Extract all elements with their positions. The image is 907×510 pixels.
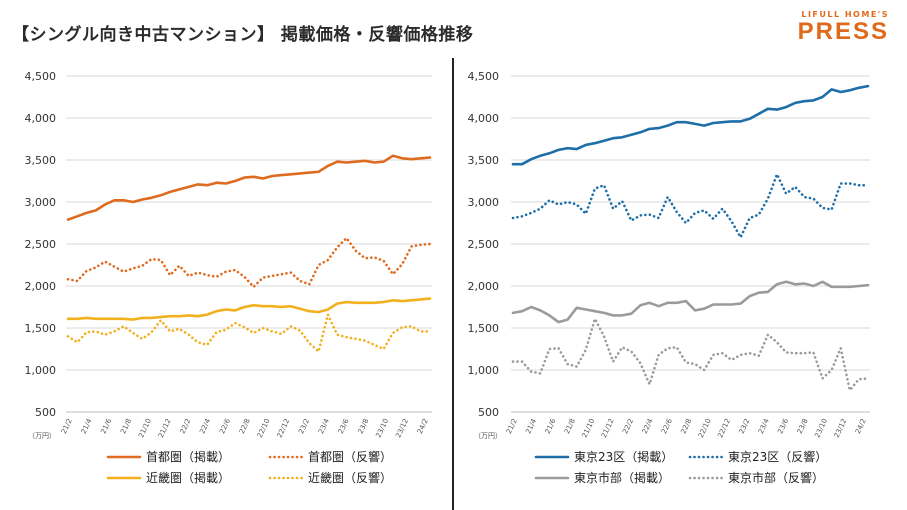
series-line [66, 297, 432, 321]
x-tick-label: 22/10 [697, 417, 713, 439]
y-unit-label: （万円） [474, 432, 502, 440]
x-tick-label: 21/4 [524, 417, 538, 435]
y-tick-label: 500 [478, 406, 499, 419]
series-line [66, 236, 432, 289]
panel-divider [452, 58, 454, 510]
series-line [511, 280, 870, 324]
x-tick-label: 21/2 [60, 417, 74, 435]
x-tick-label: 22/4 [198, 417, 212, 435]
series-line [511, 317, 870, 392]
x-tick-label: 21/12 [157, 417, 173, 439]
logo-subtitle: LIFULL HOME'S [801, 10, 889, 19]
y-tick-label: 3,500 [25, 154, 57, 167]
x-tick-label: 22/12 [716, 417, 732, 439]
series-line [66, 313, 432, 353]
x-tick-label: 22/12 [276, 417, 292, 439]
brand-logo: LIFULL HOME'S PRESS [798, 10, 889, 44]
y-tick-label: 3,000 [25, 196, 57, 209]
x-tick-label: 24/2 [416, 417, 430, 435]
y-tick-label: 1,000 [25, 364, 57, 377]
x-tick-label: 21/2 [505, 417, 519, 435]
x-tick-label: 23/12 [394, 417, 410, 439]
series-line [511, 84, 870, 166]
y-tick-label: 2,500 [25, 238, 57, 251]
y-tick-label: 1,500 [468, 322, 500, 335]
x-tick-label: 23/4 [757, 417, 771, 435]
x-tick-label: 21/8 [119, 417, 133, 435]
y-tick-label: 4,500 [468, 70, 500, 83]
legend-label: 首都圏（掲載） [146, 449, 230, 464]
legend-label: 東京23区（掲載） [574, 449, 673, 464]
x-tick-label: 21/12 [600, 417, 616, 439]
x-tick-label: 23/2 [738, 417, 752, 435]
y-tick-label: 1,500 [25, 322, 57, 335]
series-line [511, 173, 870, 239]
x-tick-label: 21/6 [99, 417, 113, 435]
y-tick-label: 3,000 [468, 196, 500, 209]
y-tick-label: 3,500 [468, 154, 500, 167]
page-title: 【シングル向き中古マンション】 掲載価格・反響価格推移 [12, 25, 474, 45]
x-tick-label: 23/4 [317, 417, 331, 435]
x-tick-label: 24/2 [854, 417, 868, 435]
x-tick-label: 23/6 [776, 417, 790, 435]
x-tick-label: 22/4 [641, 417, 655, 435]
legend-label: 東京市部（反響） [728, 470, 824, 485]
y-tick-label: 500 [35, 406, 56, 419]
x-tick-label: 22/6 [218, 417, 232, 435]
x-tick-label: 22/2 [179, 417, 193, 435]
legend-label: 東京市部（掲載） [574, 470, 670, 485]
x-tick-label: 23/6 [337, 417, 351, 435]
y-tick-label: 2,500 [468, 238, 500, 251]
x-tick-label: 22/6 [660, 417, 674, 435]
y-tick-label: 2,000 [468, 280, 500, 293]
y-unit-label: （万円） [28, 432, 56, 440]
x-tick-label: 21/4 [80, 417, 94, 435]
x-tick-label: 21/10 [137, 417, 153, 439]
x-tick-label: 23/8 [796, 417, 810, 435]
legend-label: 東京23区（反響） [728, 449, 827, 464]
x-tick-label: 21/6 [544, 417, 558, 435]
x-tick-label: 23/12 [833, 417, 849, 439]
x-tick-label: 22/10 [256, 417, 272, 439]
x-tick-label: 23/8 [357, 417, 371, 435]
x-tick-label: 21/10 [581, 417, 597, 439]
y-tick-label: 1,000 [468, 364, 500, 377]
y-tick-label: 4,500 [25, 70, 57, 83]
y-tick-label: 4,000 [468, 112, 500, 125]
x-tick-label: 22/8 [238, 417, 252, 435]
legend-label: 近畿圏（反響） [308, 470, 392, 485]
y-tick-label: 2,000 [25, 280, 57, 293]
x-tick-label: 23/2 [297, 417, 311, 435]
x-tick-label: 22/2 [621, 417, 635, 435]
legend-label: 首都圏（反響） [308, 449, 392, 464]
x-tick-label: 23/10 [374, 417, 390, 439]
y-tick-label: 4,000 [25, 112, 57, 125]
x-tick-label: 21/8 [563, 417, 577, 435]
legend-label: 近畿圏（掲載） [146, 470, 230, 485]
logo-wordmark: PRESS [797, 18, 889, 45]
series-line [66, 154, 432, 221]
x-tick-label: 22/8 [679, 417, 693, 435]
x-tick-label: 23/10 [813, 417, 829, 439]
